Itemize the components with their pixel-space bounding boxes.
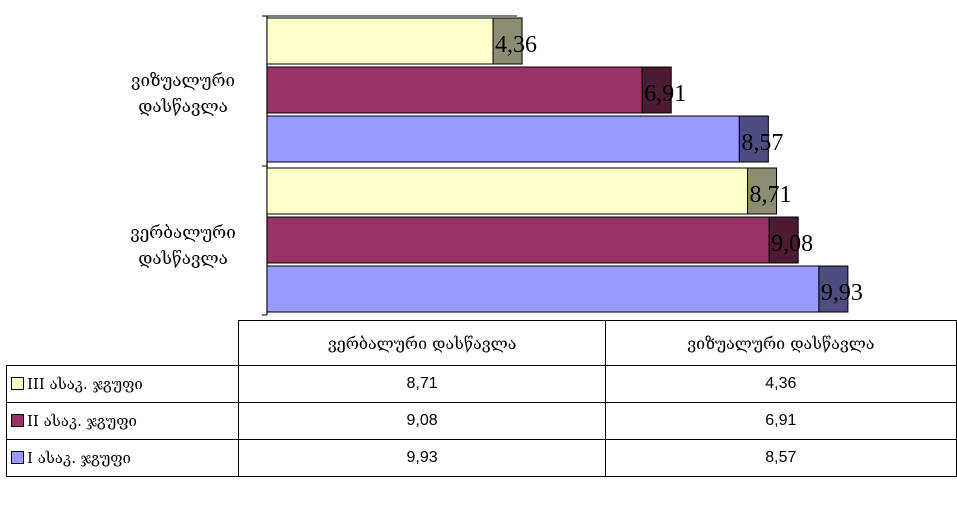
- bar: [266, 216, 770, 264]
- table-row-header: III ასაკ. ჯგუფი: [5, 365, 240, 403]
- category-label-line: დასწავლა: [138, 97, 228, 117]
- table-row-header: II ასაკ. ჯგუფი: [5, 402, 240, 440]
- table-cell: 8,71: [238, 365, 606, 403]
- bar: [266, 115, 740, 163]
- data-label: 8,71: [750, 182, 792, 208]
- bar-side: [768, 216, 799, 264]
- bar-side: [747, 167, 778, 215]
- bar: [266, 66, 643, 114]
- table-header-verbal: ვერბალური დასწავლა: [238, 320, 606, 366]
- table-cell: 4,36: [604, 365, 957, 403]
- table-cell: 8,57: [604, 439, 957, 477]
- legend-swatch-maroon: [11, 414, 24, 427]
- bar: [266, 265, 820, 313]
- legend-swatch-blue: [11, 451, 24, 464]
- data-table: ვერბალური დასწავლა ვიზუალური დასწავლა II…: [5, 320, 957, 477]
- table-header-visual: ვიზუალური დასწავლა: [604, 320, 957, 366]
- legend-swatch-yellow: [11, 377, 24, 390]
- category-label-verbal: ვერბალური დასწავლა: [108, 220, 258, 272]
- data-label: 4,36: [495, 32, 537, 58]
- bar-chart: 4,36 6,91 8,57 8,71 9,08 9,93: [262, 15, 863, 316]
- bar-side: [818, 265, 849, 313]
- data-label: 6,91: [644, 81, 686, 107]
- legend-label: III ასაკ. ჯგუფი: [27, 375, 143, 393]
- bar: [266, 17, 494, 65]
- data-label: 8,57: [741, 130, 783, 156]
- table-cell: 9,08: [238, 402, 606, 440]
- bar-side: [738, 115, 769, 163]
- legend-label: I ასაკ. ჯგუფი: [27, 449, 131, 467]
- bar-side: [492, 17, 523, 65]
- category-label-line: ვერბალური: [130, 223, 236, 243]
- table-row-header: I ასაკ. ჯგუფი: [5, 439, 240, 477]
- data-label: 9,08: [771, 231, 813, 257]
- bar: [266, 167, 749, 215]
- data-label: 9,93: [821, 280, 863, 306]
- table-row: III ასაკ. ჯგუფი 8,71 4,36: [5, 365, 957, 403]
- table-row: II ასაკ. ჯგუფი 9,08 6,91: [5, 402, 957, 440]
- table-cell: 9,93: [238, 439, 606, 477]
- category-label-line: დასწავლა: [138, 249, 228, 269]
- category-label-line: ვიზუალური: [130, 71, 236, 91]
- table-header-row: ვერბალური დასწავლა ვიზუალური დასწავლა: [6, 320, 957, 366]
- legend-label: II ასაკ. ჯგუფი: [27, 412, 137, 430]
- category-label-visual: ვიზუალური დასწავლა: [108, 68, 258, 120]
- table-cell: 6,91: [604, 402, 957, 440]
- table-corner-cell: [6, 320, 240, 366]
- table-row: I ასაკ. ჯგუფი 9,93 8,57: [5, 439, 957, 477]
- bar-side: [641, 66, 672, 114]
